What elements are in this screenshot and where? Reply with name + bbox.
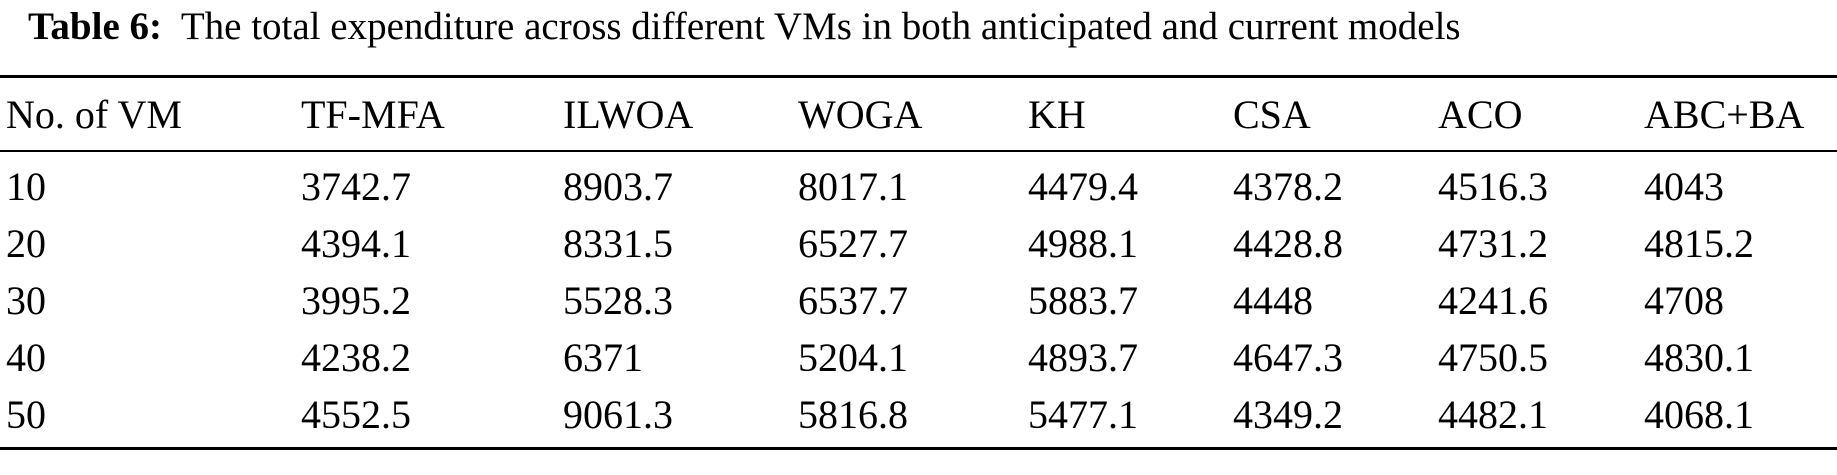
table-cell: 4479.4 [1028,164,1138,209]
table-row: 50 4552.5 9061.3 5816.8 5477.1 4349.2 44… [0,386,1837,450]
table-caption: Table 6: The total expenditure across di… [28,2,1461,52]
table-cell: 4448 [1233,278,1313,323]
expenditure-table: No. of VM TF-MFA ILWOA WOGA KH CSA ACO A… [0,75,1837,450]
table-cell: 4482.1 [1432,386,1638,450]
column-header-csa: CSA [1227,75,1432,152]
table-cell: 3742.7 [301,164,411,209]
table-cell: 6371 [563,335,643,380]
table-cell: 40 [6,335,46,380]
table-cell: 4988.1 [1028,221,1138,266]
table-cell: 5477.1 [1022,386,1227,450]
table-cell: 4238.2 [301,335,411,380]
table-cell: 4428.8 [1233,221,1343,266]
table-cell: 10 [6,164,46,209]
table-cell: 4893.7 [1028,335,1138,380]
table-cell: 3995.2 [301,278,411,323]
table-cell: 4349.2 [1227,386,1432,450]
table-header-row: No. of VM TF-MFA ILWOA WOGA KH CSA ACO A… [0,75,1837,152]
table-cell: 4043 [1644,164,1724,209]
table-cell: 20 [6,221,46,266]
table-cell: 8331.5 [563,221,673,266]
column-header-abc-ba: ABC+BA [1638,75,1837,152]
table-cell: 4731.2 [1438,221,1548,266]
column-header-tf-mfa: TF-MFA [295,75,557,152]
table-cell: 8903.7 [563,164,673,209]
table-cell: 4552.5 [295,386,557,450]
table-cell: 30 [6,278,46,323]
table-row: 20 4394.1 8331.5 6527.7 4988.1 4428.8 47… [0,215,1837,272]
column-header-vm-count: No. of VM [0,75,295,152]
table-cell: 5204.1 [798,335,908,380]
table-cell: 5528.3 [563,278,673,323]
table-cell: 4516.3 [1438,164,1548,209]
table-caption-text: The total expenditure across different V… [180,5,1461,48]
column-header-ilwoa: ILWOA [557,75,792,152]
table-cell: 6527.7 [798,221,908,266]
table-row: 40 4238.2 6371 5204.1 4893.7 4647.3 4750… [0,329,1837,386]
table-cell: 6537.7 [798,278,908,323]
table-cell: 4647.3 [1233,335,1343,380]
table-row: 10 3742.7 8903.7 8017.1 4479.4 4378.2 45… [0,151,1837,215]
table-cell: 50 [0,386,295,450]
table-cell: 5883.7 [1028,278,1138,323]
column-header-woga: WOGA [792,75,1022,152]
table-row: 30 3995.2 5528.3 6537.7 5883.7 4448 4241… [0,272,1837,329]
table-cell: 4241.6 [1438,278,1548,323]
table-cell: 4750.5 [1438,335,1548,380]
table-cell: 8017.1 [798,164,908,209]
table-cell: 5816.8 [792,386,1022,450]
column-header-aco: ACO [1432,75,1638,152]
table-cell: 9061.3 [557,386,792,450]
table-label: Table 6: [28,5,163,48]
table-cell: 4378.2 [1233,164,1343,209]
table-cell: 4708 [1644,278,1724,323]
column-header-kh: KH [1022,75,1227,152]
table-cell: 4815.2 [1644,221,1754,266]
table-cell: 4830.1 [1644,335,1754,380]
table-cell: 4394.1 [301,221,411,266]
table-cell: 4068.1 [1638,386,1837,450]
